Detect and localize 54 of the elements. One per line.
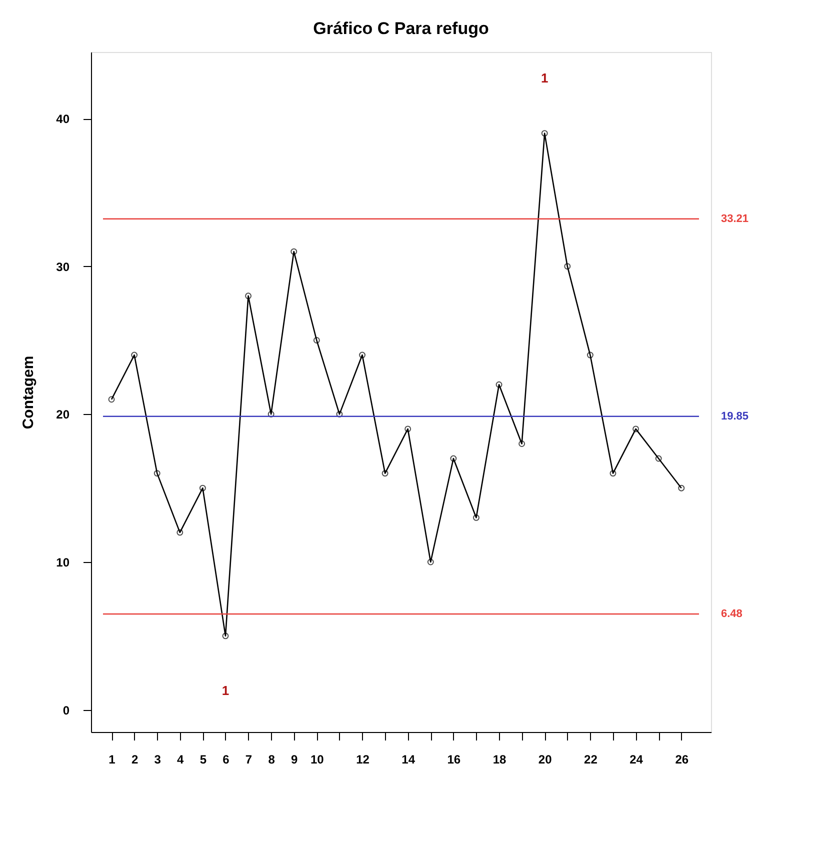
x-tick-label: 1	[108, 752, 116, 766]
point	[427, 558, 434, 566]
x-tick-label: 22	[584, 752, 598, 766]
x-tick-label: 12	[356, 752, 370, 766]
x-tick-label: 18	[492, 752, 507, 766]
point	[222, 632, 229, 640]
ref-line-label: 33.21	[721, 212, 749, 225]
x-tick-label: 16	[447, 752, 461, 766]
y-tick-label: 20	[56, 408, 70, 422]
point	[199, 484, 206, 492]
ref-line-label: 6.48	[721, 608, 742, 620]
point	[268, 410, 274, 418]
x-tick-label: 20	[538, 752, 552, 766]
x-tick-label: 14	[402, 752, 416, 766]
y-tick-label: 10	[56, 556, 70, 570]
point	[610, 470, 616, 477]
point	[472, 514, 480, 521]
y-tick-label: 0	[62, 703, 70, 718]
y-axis-title: Contagem	[20, 356, 38, 430]
x-tick-label: 26	[675, 752, 689, 766]
point	[176, 529, 184, 536]
point	[655, 455, 662, 462]
x-tick-label: 6	[222, 752, 230, 766]
point	[586, 352, 594, 358]
y-tick-label: 30	[56, 260, 70, 274]
point	[518, 440, 526, 447]
point	[450, 455, 457, 462]
point	[359, 352, 366, 358]
point	[564, 263, 571, 270]
x-tick-label: 4	[177, 752, 184, 766]
x-tick-label: 9	[291, 752, 298, 766]
x-tick-label: 3	[154, 752, 162, 766]
annotation: 1	[222, 682, 230, 698]
point	[496, 381, 502, 388]
ref-line-label: 19.85	[721, 410, 749, 422]
x-tick-label: 8	[268, 752, 276, 766]
chart-title: Gráfico C Para refugo	[313, 19, 489, 38]
point	[336, 410, 343, 418]
point	[131, 352, 138, 358]
point	[404, 426, 412, 432]
x-tick-label: 7	[245, 752, 252, 766]
y-tick-label: 40	[56, 112, 70, 126]
point	[313, 337, 320, 344]
point	[382, 470, 388, 477]
point	[245, 292, 252, 300]
point	[154, 470, 160, 477]
annotation: 1	[540, 70, 548, 86]
x-tick-label: 2	[131, 752, 138, 766]
point	[541, 130, 548, 137]
x-tick-label: 24	[630, 752, 644, 766]
point	[290, 248, 298, 255]
x-tick-label: 5	[200, 752, 207, 766]
point	[632, 426, 640, 432]
x-tick-label: 10	[310, 752, 324, 766]
